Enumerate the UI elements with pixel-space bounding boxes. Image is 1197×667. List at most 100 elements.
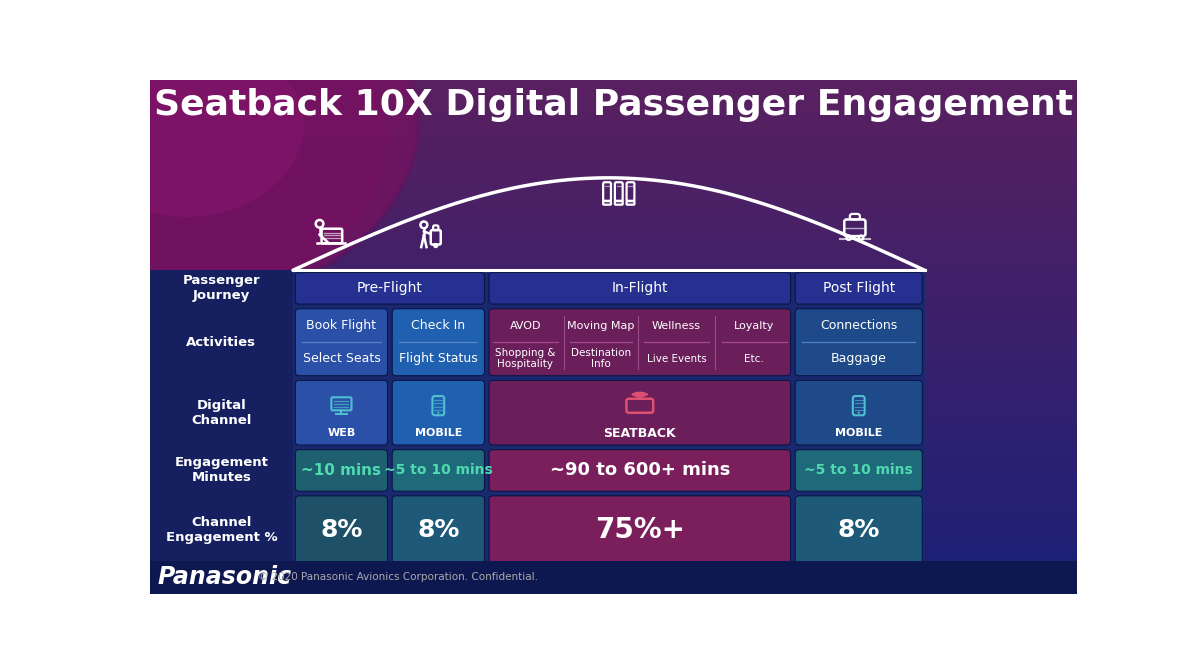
Bar xyxy=(150,278,1077,280)
Bar xyxy=(150,303,1077,306)
Bar xyxy=(150,518,1077,520)
Text: Destination
Info: Destination Info xyxy=(571,348,631,370)
Bar xyxy=(150,362,1077,364)
Bar xyxy=(150,189,1077,191)
Bar xyxy=(150,460,1077,462)
Text: Loyalty: Loyalty xyxy=(734,321,774,331)
Bar xyxy=(150,264,1077,267)
Bar xyxy=(150,120,1077,123)
Text: MOBILE: MOBILE xyxy=(414,428,462,438)
Bar xyxy=(150,252,1077,255)
Bar xyxy=(150,324,1077,327)
Bar xyxy=(150,352,1077,354)
Bar xyxy=(150,192,1077,195)
Bar xyxy=(150,377,1077,380)
Bar xyxy=(150,567,1077,570)
Bar xyxy=(150,502,1077,505)
Bar xyxy=(150,97,1077,99)
Text: Engagement
Minutes: Engagement Minutes xyxy=(175,456,268,484)
Bar xyxy=(150,562,1077,594)
Bar xyxy=(150,464,1077,467)
Bar xyxy=(150,143,1077,145)
Bar xyxy=(150,384,1077,386)
Bar xyxy=(150,286,1077,289)
Bar xyxy=(150,204,1077,207)
Bar xyxy=(150,329,1077,331)
FancyBboxPatch shape xyxy=(795,380,923,445)
Bar xyxy=(150,156,1077,159)
Ellipse shape xyxy=(68,20,387,289)
Bar xyxy=(150,206,1077,208)
Text: Activities: Activities xyxy=(187,336,256,349)
Bar xyxy=(150,470,1077,472)
Bar xyxy=(150,215,1077,217)
Bar xyxy=(150,590,1077,592)
FancyBboxPatch shape xyxy=(490,273,790,304)
FancyBboxPatch shape xyxy=(296,496,388,564)
Bar xyxy=(150,315,1077,318)
Bar xyxy=(150,93,1077,95)
Bar xyxy=(150,578,1077,580)
Bar xyxy=(150,279,1077,282)
Bar xyxy=(150,516,1077,518)
Bar xyxy=(150,105,1077,107)
Text: Select Seats: Select Seats xyxy=(303,352,381,366)
Bar xyxy=(150,86,1077,89)
Bar xyxy=(150,379,1077,382)
Bar xyxy=(150,187,1077,189)
Bar xyxy=(150,521,1077,524)
Bar xyxy=(150,485,1077,488)
Bar xyxy=(150,456,1077,458)
Text: Baggage: Baggage xyxy=(831,352,887,366)
Bar xyxy=(150,342,1077,344)
Bar xyxy=(150,381,1077,383)
Bar xyxy=(150,312,1077,315)
Bar xyxy=(150,504,1077,506)
Text: Book Flight: Book Flight xyxy=(306,319,376,332)
Bar xyxy=(150,168,1077,171)
Bar xyxy=(150,305,1077,307)
Bar xyxy=(150,398,1077,400)
Bar xyxy=(150,225,1077,227)
Bar xyxy=(150,170,1077,173)
Bar xyxy=(150,273,1077,275)
Bar xyxy=(150,127,1077,129)
Text: Connections: Connections xyxy=(820,319,898,332)
Bar xyxy=(150,584,1077,587)
Bar xyxy=(150,95,1077,97)
Bar xyxy=(150,412,1077,414)
Bar xyxy=(150,185,1077,188)
Bar xyxy=(150,449,1077,452)
Bar xyxy=(150,199,1077,201)
Bar xyxy=(150,257,1077,259)
Bar xyxy=(150,251,1077,253)
Bar xyxy=(150,151,1077,153)
Bar xyxy=(150,240,1077,243)
Bar xyxy=(150,290,1077,292)
Bar xyxy=(150,509,1077,512)
Bar xyxy=(150,346,1077,349)
Bar xyxy=(150,91,1077,94)
Bar xyxy=(150,488,1077,491)
Bar xyxy=(150,158,1077,161)
Bar xyxy=(150,536,1077,539)
Bar xyxy=(150,249,1077,251)
Bar xyxy=(150,201,1077,203)
Bar xyxy=(150,422,1077,424)
Bar xyxy=(150,213,1077,215)
Bar xyxy=(150,403,1077,406)
Bar xyxy=(150,183,1077,186)
Bar xyxy=(150,566,1077,568)
Bar xyxy=(150,274,1077,277)
Bar xyxy=(150,345,1077,347)
Bar xyxy=(150,110,1077,113)
Bar xyxy=(150,466,1077,469)
Bar xyxy=(150,394,1077,397)
Bar xyxy=(150,482,1077,484)
FancyBboxPatch shape xyxy=(393,380,485,445)
Bar xyxy=(150,348,1077,351)
Bar xyxy=(150,343,1077,346)
Bar xyxy=(150,288,1077,291)
Bar xyxy=(150,552,1077,554)
Bar xyxy=(150,393,1077,395)
